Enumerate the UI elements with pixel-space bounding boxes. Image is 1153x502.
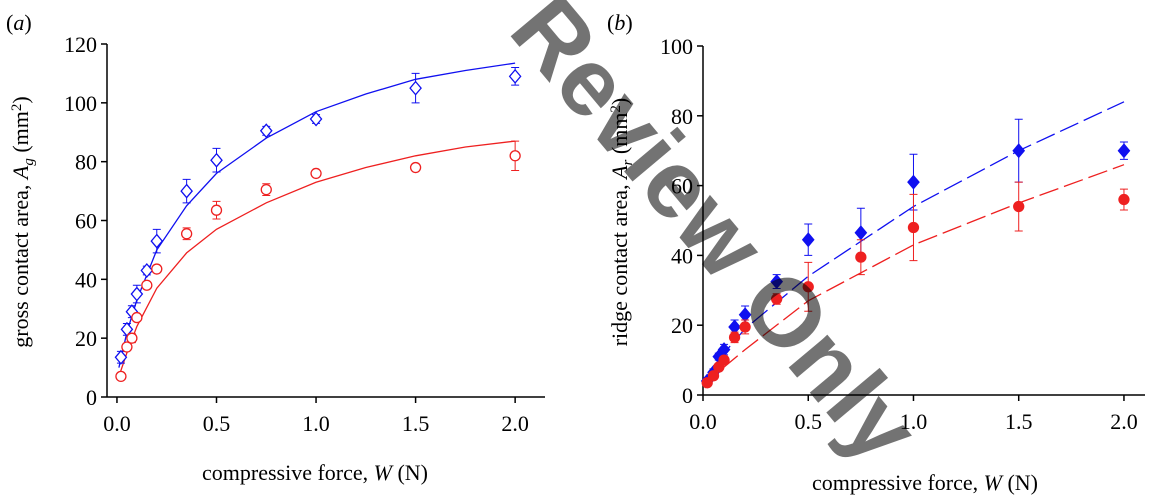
label-part: (N) [1002, 470, 1038, 495]
data-point [121, 341, 133, 353]
panel-label-part: ) [24, 10, 31, 35]
data-point [739, 321, 751, 333]
label-part: W [374, 460, 394, 485]
label-part: compressive force, [812, 470, 984, 495]
data-point [259, 123, 273, 139]
data-point [409, 161, 422, 174]
y-tick-label: 20 [75, 326, 97, 351]
data-point [114, 349, 128, 365]
y-tick-label: 100 [660, 34, 693, 59]
y-axis-label: gross contact area, Ag (mm2) [8, 96, 37, 347]
data-point [260, 183, 272, 196]
data-point [801, 232, 815, 248]
x-tick-label: 1.0 [302, 411, 330, 436]
data-point [728, 331, 741, 344]
data-point [701, 377, 713, 389]
y-tick-label: 40 [671, 243, 693, 268]
label-part: (mm [607, 113, 632, 160]
fit-curve [118, 140, 516, 377]
data-point [140, 263, 154, 279]
data-point [1013, 200, 1025, 213]
x-tick-label: 0.0 [103, 411, 131, 436]
y-tick-label: 80 [75, 150, 97, 175]
data-point [115, 370, 127, 383]
label-part: ridge contact area, [607, 179, 632, 346]
y-axis-label: ridge contact area, Ar (mm2) [607, 98, 636, 347]
y-tick-label: 60 [75, 209, 97, 234]
y-tick-label: 100 [64, 91, 97, 116]
data-point [907, 174, 920, 190]
fit-curve [118, 62, 516, 368]
label-part: gross contact area, [8, 179, 33, 348]
data-point [707, 370, 720, 382]
data-point [150, 233, 164, 249]
data-point [855, 251, 867, 263]
data-point [130, 286, 144, 302]
panel-label-part: b [614, 10, 625, 35]
y-tick-label: 0 [682, 383, 693, 408]
data-point [770, 274, 784, 290]
y-tick-label: 60 [671, 174, 693, 199]
data-point [854, 225, 868, 241]
label-part: A [607, 165, 632, 181]
label-part: ) [8, 96, 33, 103]
panel-label-part: ) [625, 10, 632, 35]
y-tick-label: 0 [86, 385, 97, 410]
x-tick-label: 1.5 [1005, 409, 1033, 434]
label-part: W [984, 470, 1004, 495]
y-tick-label: 20 [671, 313, 693, 338]
panel-label: (b) [607, 10, 633, 35]
x-tick-label: 0.5 [794, 409, 822, 434]
data-point [771, 293, 783, 305]
x-axis-label: compressive force, W (N) [812, 470, 1038, 495]
label-part: A [8, 165, 33, 181]
data-point [151, 263, 163, 275]
y-tick-label: 40 [75, 267, 97, 292]
data-point [508, 68, 522, 84]
data-point [1012, 143, 1026, 159]
data-point [409, 80, 422, 96]
label-part: 2 [608, 105, 624, 113]
x-axis-label: compressive force, W (N) [202, 460, 428, 485]
panel-label-part: ( [6, 10, 13, 35]
label-part: ) [607, 98, 632, 105]
label-part: (mm [8, 111, 33, 158]
y-tick-label: 80 [671, 104, 693, 129]
label-part: (N) [392, 460, 428, 485]
data-point [131, 311, 143, 324]
plot: 0 20 40 60 80 100 120 0.0 0.5 1.0 1.5 2.0 [64, 32, 545, 436]
data-point [180, 228, 193, 240]
data-point [126, 332, 138, 344]
label-part: g [21, 158, 37, 166]
data-point [210, 152, 223, 168]
data-point [718, 354, 730, 366]
panel-a-labels: (a) compressive force, W (N) gross conta… [6, 10, 428, 485]
plot: 0 20 40 60 80 100 0.0 0.5 1.0 1.5 2.0 [660, 34, 1145, 434]
panel-b-labels: (b) compressive force, W (N) ridge conta… [607, 10, 1038, 495]
x-tick-label: 2.0 [1110, 409, 1138, 434]
label-part: compressive force, [202, 460, 374, 485]
x-tick-label: 1.5 [402, 411, 430, 436]
data-point [907, 221, 920, 234]
panel-label: (a) [6, 10, 32, 35]
data-point [309, 111, 323, 127]
y-tick-label: 120 [64, 32, 97, 57]
data-point [802, 281, 814, 293]
x-tick-label: 0.0 [689, 409, 717, 434]
x-tick-label: 0.5 [203, 411, 231, 436]
label-part: r [620, 159, 636, 165]
data-point [1118, 193, 1130, 206]
data-point [1117, 143, 1131, 159]
data-point [141, 279, 153, 291]
data-point [509, 150, 521, 162]
x-tick-label: 1.0 [900, 409, 928, 434]
data-point [210, 204, 223, 216]
label-part: 2 [9, 104, 25, 112]
data-point [180, 183, 193, 199]
panel-label-part: ( [607, 10, 614, 35]
x-tick-label: 2.0 [501, 411, 529, 436]
panel-label-part: a [13, 10, 24, 35]
data-point [310, 167, 322, 180]
